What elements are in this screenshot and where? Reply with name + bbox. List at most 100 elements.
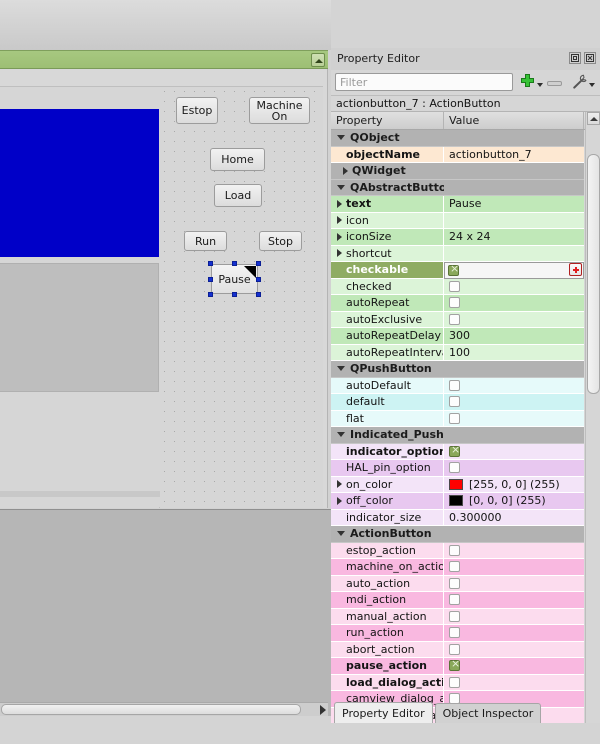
property-name-cell[interactable]: machine_on_action xyxy=(331,559,444,576)
horizontal-scrollbar[interactable] xyxy=(0,702,328,716)
property-name-cell[interactable]: on_color xyxy=(331,476,444,493)
property-name-cell[interactable]: autoRepeat xyxy=(331,295,444,312)
chevron-right-icon[interactable] xyxy=(337,496,342,505)
property-value-cell[interactable] xyxy=(444,427,584,444)
column-header-property[interactable]: Property xyxy=(331,112,444,129)
wrench-icon[interactable] xyxy=(571,73,589,94)
close-icon[interactable] xyxy=(584,52,596,64)
property-name-cell[interactable]: text xyxy=(331,196,444,213)
checkbox-unchecked[interactable] xyxy=(449,594,460,606)
property-row[interactable]: checked xyxy=(331,278,584,295)
property-value-cell[interactable]: 300 xyxy=(444,328,584,345)
designer-button-machine-on[interactable]: Machine On xyxy=(249,97,310,124)
chevron-right-icon[interactable] xyxy=(337,249,342,258)
property-value-cell[interactable] xyxy=(444,278,584,295)
property-editor-titlebar[interactable]: Property Editor xyxy=(331,48,600,70)
resize-handle-top-left[interactable] xyxy=(208,261,213,266)
resize-handle-bottom-left[interactable] xyxy=(208,292,213,297)
checkbox-unchecked[interactable] xyxy=(449,297,460,309)
property-row[interactable]: shortcut xyxy=(331,245,584,262)
property-value-cell[interactable]: 24 x 24 xyxy=(444,229,584,246)
property-name-cell[interactable]: shortcut xyxy=(331,245,444,262)
property-value-cell[interactable] xyxy=(444,245,584,262)
form-canvas[interactable] xyxy=(0,86,323,508)
checkbox-unchecked[interactable] xyxy=(449,280,460,292)
checkbox-unchecked[interactable] xyxy=(449,412,460,424)
collapse-triangle-icon[interactable] xyxy=(311,53,325,67)
property-name-cell[interactable]: auto_action xyxy=(331,575,444,592)
chevron-down-icon[interactable] xyxy=(337,184,345,190)
property-name-cell[interactable]: indicator_size xyxy=(331,509,444,526)
property-value-cell[interactable] xyxy=(444,311,584,328)
property-value-cell[interactable] xyxy=(444,625,584,642)
property-name-cell[interactable]: default xyxy=(331,394,444,411)
property-name-cell[interactable]: iconSize xyxy=(331,229,444,246)
property-value-cell[interactable] xyxy=(444,460,584,477)
property-name-cell[interactable]: abort_action xyxy=(331,641,444,658)
property-value-cell[interactable] xyxy=(444,179,584,196)
property-value-cell[interactable] xyxy=(444,262,584,279)
filter-input[interactable]: Filter xyxy=(335,73,513,91)
property-row[interactable]: HAL_pin_option xyxy=(331,460,584,477)
designer-button-load[interactable]: Load xyxy=(214,184,262,207)
checkbox-unchecked[interactable] xyxy=(449,396,460,408)
property-row[interactable]: pause_action xyxy=(331,658,584,675)
property-row[interactable]: indicator_option xyxy=(331,443,584,460)
property-value-cell[interactable] xyxy=(444,559,584,576)
chevron-right-icon[interactable] xyxy=(343,166,348,175)
property-value-cell[interactable] xyxy=(444,443,584,460)
tab-object-inspector[interactable]: Object Inspector xyxy=(434,703,542,723)
property-row[interactable]: run_action xyxy=(331,625,584,642)
property-row[interactable]: on_color [255, 0, 0] (255) xyxy=(331,476,584,493)
chevron-right-icon[interactable] xyxy=(337,199,342,208)
checkbox-unchecked[interactable] xyxy=(449,577,460,589)
designer-button-estop[interactable]: Estop xyxy=(176,97,218,124)
blue-display-widget[interactable] xyxy=(0,109,159,257)
property-row[interactable]: icon xyxy=(331,212,584,229)
property-value-cell[interactable]: 0.300000 xyxy=(444,509,584,526)
property-value-cell[interactable]: actionbutton_7 xyxy=(444,146,584,163)
checkbox-unchecked[interactable] xyxy=(449,676,460,688)
property-name-cell[interactable]: checked xyxy=(331,278,444,295)
designer-button-home[interactable]: Home xyxy=(210,148,265,171)
property-row[interactable]: flat xyxy=(331,410,584,427)
minus-icon[interactable] xyxy=(547,78,563,91)
reset-property-button[interactable] xyxy=(569,263,582,276)
property-name-cell[interactable]: checkable xyxy=(331,262,444,279)
property-name-cell[interactable]: run_action xyxy=(331,625,444,642)
property-value-cell[interactable] xyxy=(444,361,584,378)
designer-button-pause[interactable]: Pause xyxy=(211,264,258,294)
chevron-right-icon[interactable] xyxy=(337,232,342,241)
resize-handle-middle-right[interactable] xyxy=(256,277,261,282)
property-value-cell[interactable] xyxy=(444,212,584,229)
property-name-cell[interactable]: flat xyxy=(331,410,444,427)
property-row[interactable]: text Pause xyxy=(331,196,584,213)
property-row[interactable]: auto_action xyxy=(331,575,584,592)
property-value-cell[interactable] xyxy=(444,608,584,625)
property-row[interactable]: off_color [0, 0, 0] (255) xyxy=(331,493,584,510)
column-header-value[interactable]: Value xyxy=(444,112,584,129)
property-name-cell[interactable]: pause_action xyxy=(331,658,444,675)
property-name-cell[interactable]: icon xyxy=(331,212,444,229)
checkbox-unchecked[interactable] xyxy=(449,313,460,325)
designer-button-run[interactable]: Run xyxy=(184,231,227,251)
checkbox-unchecked[interactable] xyxy=(449,462,460,474)
property-row[interactable]: abort_action xyxy=(331,641,584,658)
property-value-cell[interactable] xyxy=(444,592,584,609)
checkbox-checked[interactable] xyxy=(448,263,459,276)
selected-widget-pause[interactable]: Pause xyxy=(208,261,261,297)
property-table-scrollbar[interactable] xyxy=(585,112,600,744)
property-value-cell[interactable] xyxy=(444,130,584,147)
checkbox-unchecked[interactable] xyxy=(449,610,460,622)
checkbox-unchecked[interactable] xyxy=(449,561,460,573)
property-row[interactable]: default xyxy=(331,394,584,411)
checkbox-checked[interactable] xyxy=(449,658,460,672)
property-row[interactable]: checkable xyxy=(331,262,584,279)
property-value-cell[interactable]: 100 xyxy=(444,344,584,361)
property-name-cell[interactable]: Indicated_PushButton xyxy=(331,427,444,444)
float-window-icon[interactable] xyxy=(569,52,581,64)
property-name-cell[interactable]: HAL_pin_option xyxy=(331,460,444,477)
property-value-cell[interactable]: Pause xyxy=(444,196,584,213)
checkbox-unchecked[interactable] xyxy=(449,627,460,639)
property-name-cell[interactable]: QWidget xyxy=(331,163,444,180)
